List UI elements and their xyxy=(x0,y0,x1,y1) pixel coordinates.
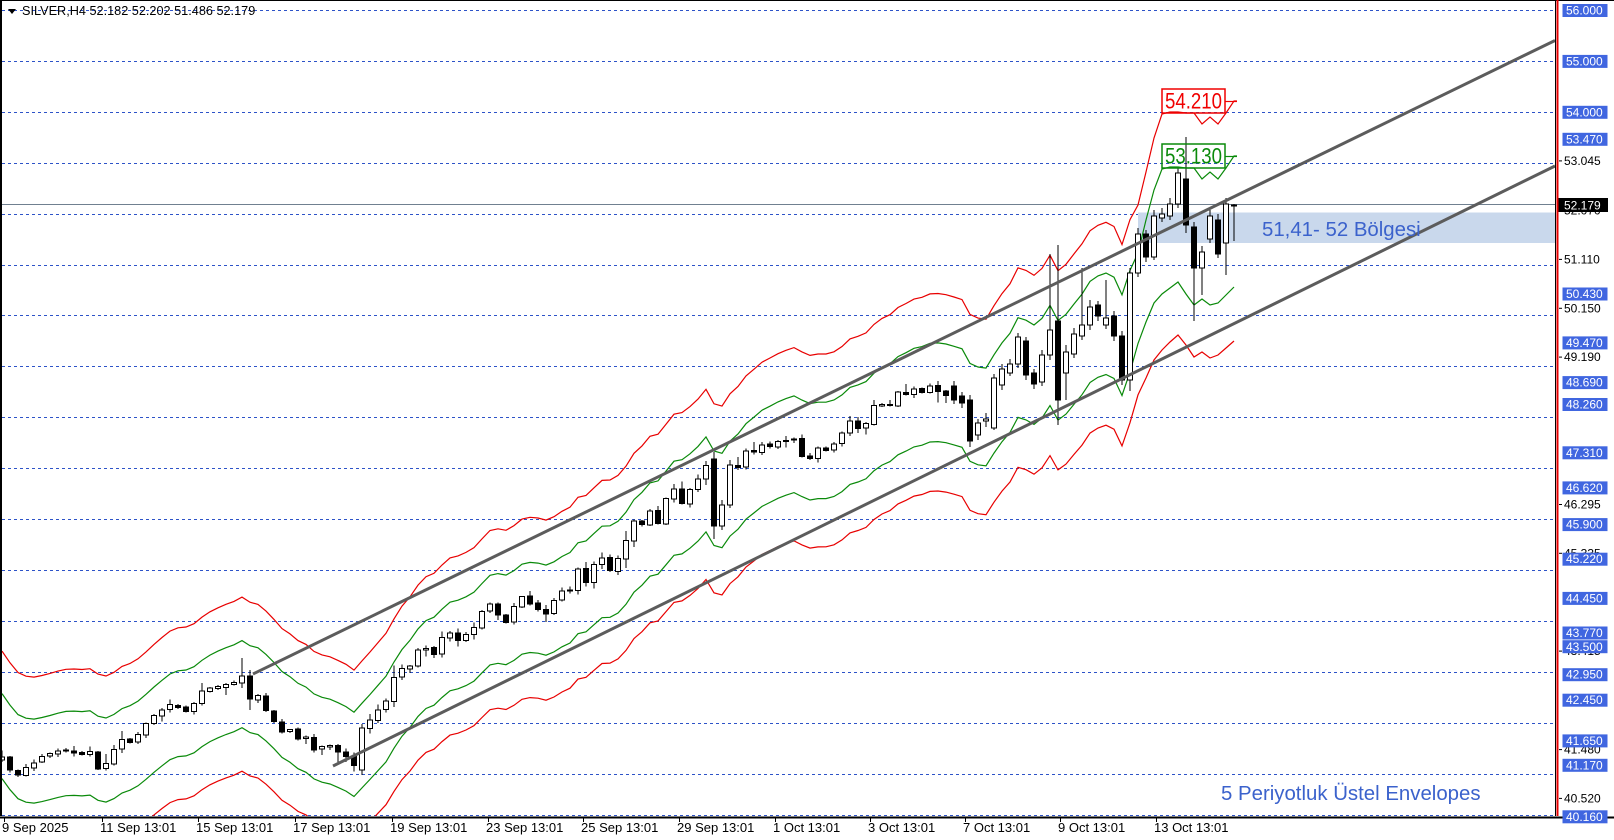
svg-text:46.295: 46.295 xyxy=(1564,498,1601,512)
svg-text:50.430: 50.430 xyxy=(1566,287,1603,301)
svg-text:50.150: 50.150 xyxy=(1564,301,1601,315)
svg-text:54.210: 54.210 xyxy=(1165,89,1222,114)
svg-text:51,41- 52 Bölgesi: 51,41- 52 Bölgesi xyxy=(1262,219,1421,241)
svg-text:45.900: 45.900 xyxy=(1566,518,1603,532)
svg-text:42.450: 42.450 xyxy=(1566,693,1603,707)
svg-text:41.170: 41.170 xyxy=(1566,758,1603,772)
svg-text:46.620: 46.620 xyxy=(1566,481,1603,495)
svg-text:9 Oct 13:01: 9 Oct 13:01 xyxy=(1058,820,1125,835)
svg-text:48.690: 48.690 xyxy=(1566,376,1603,390)
svg-text:53.045: 53.045 xyxy=(1564,154,1601,168)
svg-text:7 Oct 13:01: 7 Oct 13:01 xyxy=(963,820,1030,835)
svg-text:40.520: 40.520 xyxy=(1564,791,1601,805)
svg-text:56.000: 56.000 xyxy=(1566,4,1603,18)
svg-text:3 Oct 13:01: 3 Oct 13:01 xyxy=(868,820,935,835)
svg-text:23 Sep 13:01: 23 Sep 13:01 xyxy=(486,820,563,835)
svg-text:52.179: 52.179 xyxy=(1564,199,1601,213)
svg-text:9 Sep 2025: 9 Sep 2025 xyxy=(2,820,69,835)
svg-text:49.190: 49.190 xyxy=(1564,350,1601,364)
svg-text:53.470: 53.470 xyxy=(1566,132,1603,146)
svg-text:29 Sep 13:01: 29 Sep 13:01 xyxy=(677,820,754,835)
svg-text:17 Sep 13:01: 17 Sep 13:01 xyxy=(293,820,370,835)
svg-text:55.000: 55.000 xyxy=(1566,54,1603,68)
svg-text:19 Sep 13:01: 19 Sep 13:01 xyxy=(390,820,467,835)
svg-text:5 Periyotluk Üstel Envelopes: 5 Periyotluk Üstel Envelopes xyxy=(1221,783,1481,805)
svg-text:41.650: 41.650 xyxy=(1566,734,1603,748)
svg-text:54.000: 54.000 xyxy=(1566,105,1603,119)
svg-text:53.130: 53.130 xyxy=(1165,144,1222,169)
svg-text:43.500: 43.500 xyxy=(1566,640,1603,654)
svg-text:25 Sep 13:01: 25 Sep 13:01 xyxy=(581,820,658,835)
svg-text:SILVER,H4 52.182 52.202 51.48: SILVER,H4 52.182 52.202 51.486 52.179 xyxy=(22,4,255,18)
svg-text:51.110: 51.110 xyxy=(1564,252,1600,266)
svg-text:13 Oct 13:01: 13 Oct 13:01 xyxy=(1154,820,1228,835)
svg-text:47.310: 47.310 xyxy=(1566,446,1603,460)
svg-text:1 Oct 13:01: 1 Oct 13:01 xyxy=(773,820,840,835)
svg-text:40.160: 40.160 xyxy=(1566,810,1603,824)
svg-text:43.770: 43.770 xyxy=(1566,626,1603,640)
svg-text:15 Sep 13:01: 15 Sep 13:01 xyxy=(196,820,273,835)
svg-text:45.220: 45.220 xyxy=(1566,552,1603,566)
svg-text:42.950: 42.950 xyxy=(1566,668,1603,682)
svg-text:44.450: 44.450 xyxy=(1566,591,1603,605)
svg-text:11 Sep 13:01: 11 Sep 13:01 xyxy=(100,820,176,835)
svg-text:48.260: 48.260 xyxy=(1566,398,1603,412)
svg-text:49.470: 49.470 xyxy=(1566,336,1603,350)
